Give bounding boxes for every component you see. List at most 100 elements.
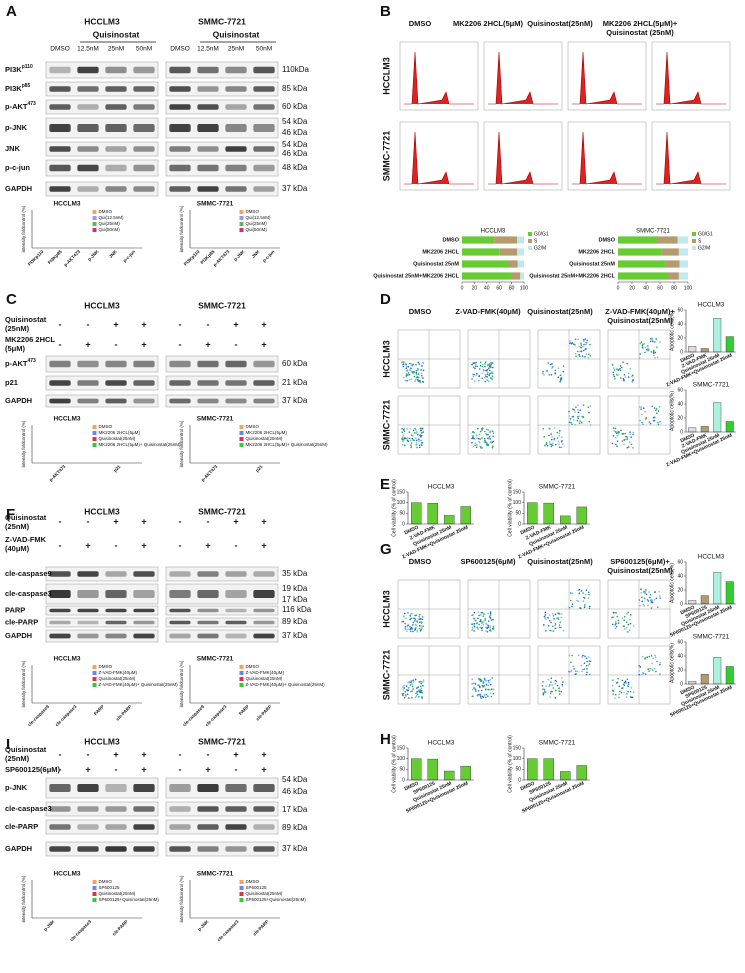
event-dot — [487, 695, 489, 697]
condition-label: SP600125(6μM) — [5, 765, 61, 774]
cell-line-header: SMMC-7721 — [198, 300, 246, 310]
legend-swatch — [692, 239, 696, 243]
legend-swatch — [92, 437, 97, 441]
event-dot — [407, 437, 409, 439]
band — [77, 124, 99, 132]
event-dot — [571, 423, 573, 426]
bar-segment — [656, 236, 678, 244]
event-dot — [612, 616, 614, 618]
event-dot — [575, 406, 577, 409]
condition-sign: - — [87, 319, 90, 329]
condition-sign: + — [85, 339, 90, 349]
row-label: SMMC-7721 — [381, 650, 391, 701]
event-dot — [641, 346, 644, 349]
legend-swatch — [92, 210, 97, 214]
event-dot — [632, 379, 634, 381]
bar — [576, 765, 587, 781]
event-dot — [410, 681, 413, 683]
legend-swatch — [92, 886, 97, 890]
band — [169, 633, 191, 639]
cell-line-header: HCCLM3 — [84, 16, 120, 26]
event-dot — [405, 367, 408, 370]
event-dot — [415, 369, 418, 372]
event-dot — [403, 427, 405, 430]
y-axis-label: Apoptotic cells(%) — [669, 643, 675, 683]
event-dot — [482, 682, 485, 684]
event-dot — [473, 625, 476, 628]
event-dot — [406, 693, 409, 695]
x-tick-label: 60 — [496, 285, 502, 291]
condition-label: Z-VAD-FMK — [5, 535, 47, 544]
protein-name: cle-caspase9 — [5, 569, 52, 578]
event-dot — [402, 363, 405, 365]
event-dot — [472, 362, 475, 365]
event-dot — [627, 376, 630, 378]
event-dot — [408, 379, 411, 381]
event-dot — [614, 427, 617, 430]
event-dot — [478, 623, 480, 626]
bar — [725, 421, 734, 433]
event-dot — [484, 363, 486, 365]
event-dot — [402, 376, 405, 379]
event-dot — [656, 421, 659, 424]
event-dot — [579, 355, 581, 358]
event-dot — [479, 619, 482, 621]
plot-frame — [399, 41, 479, 111]
event-dot — [546, 444, 549, 447]
event-dot — [616, 368, 618, 371]
protein-label: p-JNK — [5, 783, 28, 792]
event-dot — [484, 619, 486, 622]
band — [197, 620, 219, 625]
blot — [165, 117, 279, 139]
mini-chart-title: HCCLM3 — [53, 656, 80, 663]
column-header: Quisinostat(25nM) — [607, 566, 673, 575]
band — [253, 398, 275, 404]
event-dot — [409, 626, 411, 628]
event-dot — [420, 682, 423, 685]
protein-name: p21 — [5, 378, 18, 387]
band — [49, 360, 71, 368]
protein-name: PI3K — [5, 84, 22, 93]
x-category: p21 — [113, 464, 122, 473]
band — [225, 104, 247, 110]
event-dot — [489, 377, 492, 379]
kda-marker: 21 kDa — [282, 378, 308, 387]
event-dot — [417, 686, 420, 688]
event-dot — [419, 618, 422, 620]
band — [105, 806, 127, 812]
event-dot — [411, 696, 413, 699]
event-dot — [654, 356, 656, 359]
event-dot — [616, 615, 619, 618]
band — [133, 590, 155, 598]
event-dot — [552, 442, 554, 445]
band — [169, 846, 191, 852]
condition-label: Quisinostat — [5, 745, 47, 754]
band — [197, 608, 219, 613]
event-dot — [629, 622, 632, 625]
event-dot — [559, 626, 561, 629]
event-dot — [490, 372, 492, 375]
event-dot — [489, 614, 492, 616]
event-dot — [480, 611, 483, 614]
event-dot — [475, 434, 478, 437]
event-dot — [487, 679, 490, 682]
kda-marker: 17 kDa — [282, 595, 308, 604]
event-dot — [403, 612, 406, 615]
condition-sign: + — [233, 319, 238, 329]
event-dot — [626, 437, 629, 439]
event-dot — [411, 685, 414, 688]
event-dot — [548, 373, 551, 376]
band — [49, 608, 71, 613]
event-dot — [557, 376, 560, 379]
band — [197, 633, 219, 639]
event-dot — [570, 669, 573, 672]
event-dot — [571, 654, 573, 657]
event-dot — [658, 405, 661, 408]
event-dot — [659, 420, 662, 423]
band — [197, 590, 219, 598]
event-dot — [416, 434, 419, 436]
condition-sign: - — [179, 749, 182, 759]
event-dot — [421, 377, 424, 379]
event-dot — [489, 629, 492, 631]
event-dot — [562, 629, 565, 632]
